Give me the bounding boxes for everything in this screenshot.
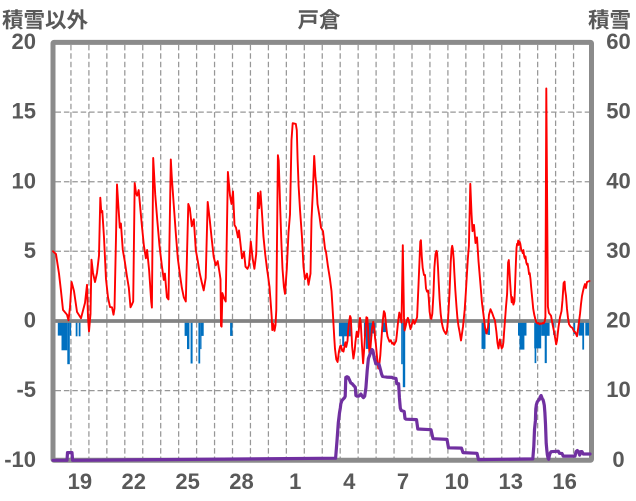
svg-text:60: 60 bbox=[606, 29, 630, 54]
svg-text:19: 19 bbox=[68, 469, 92, 494]
svg-text:-5: -5 bbox=[16, 377, 36, 402]
svg-text:15: 15 bbox=[12, 99, 36, 124]
svg-text:10: 10 bbox=[445, 469, 469, 494]
svg-text:5: 5 bbox=[24, 238, 36, 263]
svg-text:22: 22 bbox=[122, 469, 146, 494]
svg-text:4: 4 bbox=[343, 469, 356, 494]
svg-text:-10: -10 bbox=[4, 447, 36, 472]
svg-text:0: 0 bbox=[612, 447, 624, 472]
svg-text:50: 50 bbox=[606, 99, 630, 124]
svg-text:10: 10 bbox=[606, 377, 630, 402]
svg-text:40: 40 bbox=[606, 168, 630, 193]
svg-text:20: 20 bbox=[12, 29, 36, 54]
svg-text:16: 16 bbox=[552, 469, 576, 494]
svg-text:30: 30 bbox=[606, 238, 630, 263]
svg-text:1: 1 bbox=[289, 469, 301, 494]
svg-text:7: 7 bbox=[397, 469, 409, 494]
svg-text:25: 25 bbox=[175, 469, 199, 494]
svg-text:28: 28 bbox=[229, 469, 253, 494]
svg-text:20: 20 bbox=[606, 308, 630, 333]
svg-text:0: 0 bbox=[24, 308, 36, 333]
svg-text:10: 10 bbox=[12, 168, 36, 193]
svg-text:13: 13 bbox=[498, 469, 522, 494]
